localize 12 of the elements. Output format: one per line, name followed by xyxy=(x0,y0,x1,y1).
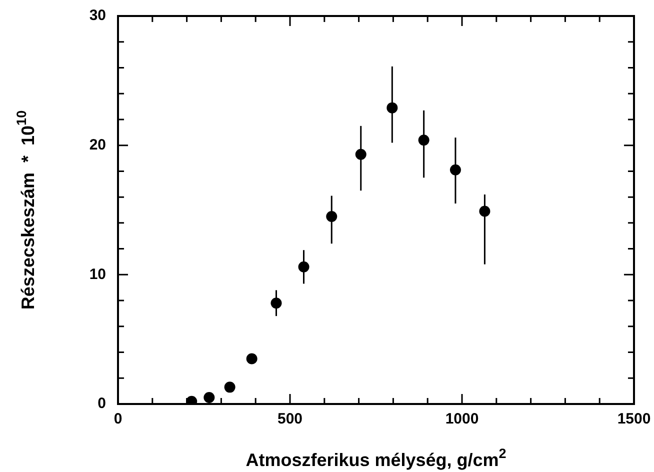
point xyxy=(246,353,258,364)
x-tick-label: 1000 xyxy=(445,410,479,428)
x-tick-label: 500 xyxy=(277,410,303,428)
point xyxy=(224,382,236,393)
y-tick-label: 0 xyxy=(98,395,106,412)
x-tick-label: 1500 xyxy=(617,410,651,428)
y-tick-label: 10 xyxy=(89,266,106,283)
y-tick-label: 30 xyxy=(89,7,106,24)
point xyxy=(204,392,215,404)
y-tick-label: 20 xyxy=(89,136,106,154)
y-axis-title: Részecskeszám * 1010 xyxy=(14,110,38,310)
x-tick-label: 0 xyxy=(114,410,122,428)
